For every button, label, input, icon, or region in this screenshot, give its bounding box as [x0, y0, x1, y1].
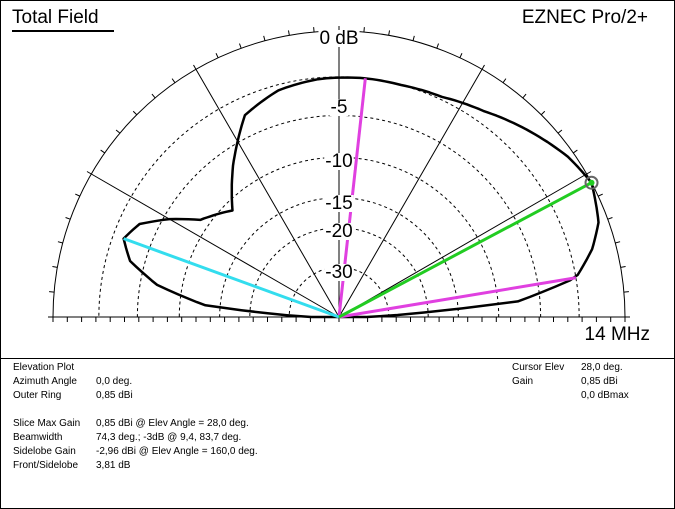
- angle-tick: [52, 265, 58, 268]
- cursor-dot: [588, 179, 595, 186]
- info-panel: Elevation Plot Azimuth Angle 0,0 deg. Ou…: [0, 359, 675, 509]
- angle-tick: [215, 53, 219, 59]
- beamwidth-value: 74,3 deg.; -3dB @ 9,4, 83,7 deg.: [96, 432, 242, 443]
- spoke-120: [195, 69, 340, 318]
- angle-tick: [586, 171, 592, 175]
- spoke-60: [338, 69, 483, 318]
- angle-tick: [459, 53, 463, 59]
- radial-label: -5: [331, 97, 348, 118]
- angle-tick: [436, 43, 439, 49]
- radial-label: -10: [325, 151, 352, 172]
- angle-tick: [171, 78, 176, 84]
- spoke-30: [338, 173, 587, 318]
- angle-tick: [115, 129, 121, 134]
- radial-label-bg: [324, 264, 354, 281]
- radial-label-bg: [324, 153, 354, 170]
- cursor-elev-label: Cursor Elev: [512, 362, 565, 373]
- beamwidth-line: [338, 276, 577, 319]
- angle-tick: [502, 78, 507, 84]
- angle-tick: [263, 35, 266, 41]
- angle-tick: [86, 171, 92, 175]
- angle-tick: [388, 30, 391, 36]
- angle-tick: [620, 265, 626, 268]
- plot-title: Total Field: [12, 7, 99, 28]
- sidelobe-line: [123, 237, 340, 319]
- elevation-plot: 0 dB -5 -10 -15 -20 -30 Total Field EZNEC Pro…: [12, 7, 650, 345]
- panel-divider: [0, 358, 675, 359]
- angle-tick: [151, 93, 156, 99]
- gain-label: Gain: [512, 376, 534, 387]
- front-sidelobe-value: 3,81 dB: [96, 460, 131, 471]
- outer-ring-label: Outer Ring: [13, 390, 62, 401]
- angle-tick: [239, 43, 242, 49]
- pattern-trace: [122, 76, 600, 319]
- angle-tick: [57, 241, 63, 244]
- azimuth-label: Azimuth Angle: [13, 376, 77, 387]
- radial-label: 0 dB: [319, 28, 358, 49]
- outer-ring-value: 0,85 dBi: [96, 390, 133, 401]
- pattern-curve: [122, 76, 600, 319]
- angle-tick: [540, 110, 546, 116]
- ring-3db: [98, 76, 580, 318]
- radial-label-bg: [329, 99, 349, 116]
- angle-tick: [65, 217, 71, 220]
- gain-max-value: 0,0 dBmax: [581, 390, 629, 401]
- radial-label: -20: [325, 221, 352, 242]
- frequency-label: 14 MHz: [585, 324, 650, 345]
- angle-tick: [572, 149, 578, 154]
- angle-ticks: [48, 26, 630, 322]
- radial-label-bg: [318, 30, 360, 47]
- radial-labels: 0 dB -5 -10 -15 -20 -30: [318, 28, 360, 283]
- angle-tick: [615, 241, 621, 244]
- angle-tick: [557, 129, 563, 134]
- spoke-150: [91, 173, 340, 318]
- radial-label-bg: [324, 223, 354, 240]
- plot-type-label: Elevation Plot: [13, 362, 75, 373]
- angle-tick: [522, 93, 527, 99]
- angle-tick: [412, 35, 415, 41]
- angle-tick: [132, 110, 138, 116]
- radial-label: -15: [325, 193, 352, 214]
- azimuth-value: 0,0 deg.: [96, 376, 133, 387]
- angle-tick: [481, 64, 485, 70]
- angle-tick: [597, 193, 603, 197]
- front-sidelobe-label: Front/Sidelobe: [13, 460, 79, 471]
- angle-tick: [287, 30, 290, 36]
- brand-label: EZNEC Pro/2+: [522, 7, 648, 28]
- beamwidth-label: Beamwidth: [13, 432, 63, 443]
- sidelobe-value: -2,96 dBi @ Elev Angle = 160,0 deg.: [96, 446, 258, 457]
- angle-tick: [75, 193, 81, 197]
- cursor-line: [338, 181, 593, 319]
- slice-max-label: Slice Max Gain: [13, 418, 81, 429]
- radial-label-bg: [324, 195, 354, 212]
- gain-value: 0,85 dBi: [581, 376, 618, 387]
- marker-lines: [123, 78, 599, 319]
- slice-max-value: 0,85 dBi @ Elev Angle = 28,0 deg.: [96, 418, 249, 429]
- angle-tick: [607, 217, 613, 220]
- cursor-elev-value: 28,0 deg.: [581, 362, 623, 373]
- sidelobe-label: Sidelobe Gain: [13, 446, 76, 457]
- cursor-marker: [584, 175, 599, 190]
- angle-tick: [100, 149, 106, 154]
- angle-tick: [193, 64, 197, 70]
- radial-label: -30: [325, 262, 352, 283]
